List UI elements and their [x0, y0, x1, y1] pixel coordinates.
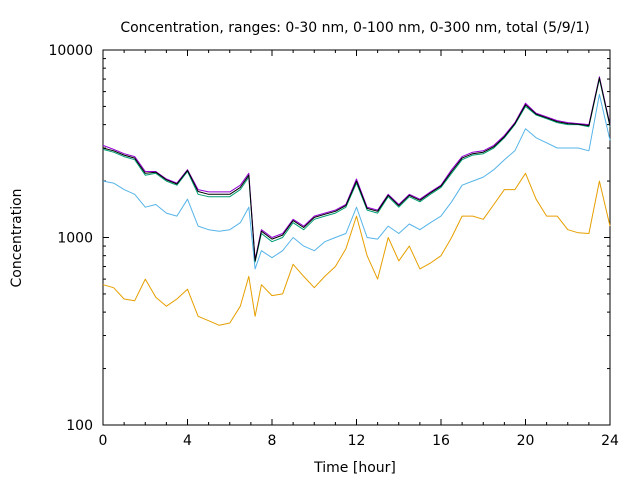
x-tick-label: 12 — [348, 433, 366, 449]
plot-area — [102, 49, 611, 426]
x-tick-label: 4 — [183, 433, 192, 449]
y-tick-label: 10000 — [48, 43, 93, 59]
series-line-3 — [102, 78, 611, 263]
series-line-5 — [102, 77, 611, 262]
x-axis-label: Time [hour] — [313, 460, 396, 476]
x-tick-label: 0 — [99, 433, 108, 449]
y-axis-label: Concentration — [9, 188, 25, 287]
y-axis-ticks: 100 1000 10000 — [48, 43, 610, 434]
y-tick-label: 100 — [66, 418, 93, 434]
series-line-4 — [102, 76, 611, 261]
x-tick-label: 20 — [517, 433, 535, 449]
plot-frame — [102, 49, 611, 426]
series-group — [102, 76, 611, 326]
x-tick-label: 24 — [601, 433, 619, 449]
series-line-1 — [102, 172, 611, 326]
chart-title: Concentration, ranges: 0-30 nm, 0-100 nm… — [120, 20, 589, 36]
x-axis-ticks: 0 4 8 12 16 20 24 — [99, 50, 619, 449]
series-line-2 — [102, 93, 611, 270]
y-tick-label: 1000 — [57, 231, 93, 247]
x-tick-label: 8 — [268, 433, 277, 449]
x-tick-label: 16 — [432, 433, 450, 449]
